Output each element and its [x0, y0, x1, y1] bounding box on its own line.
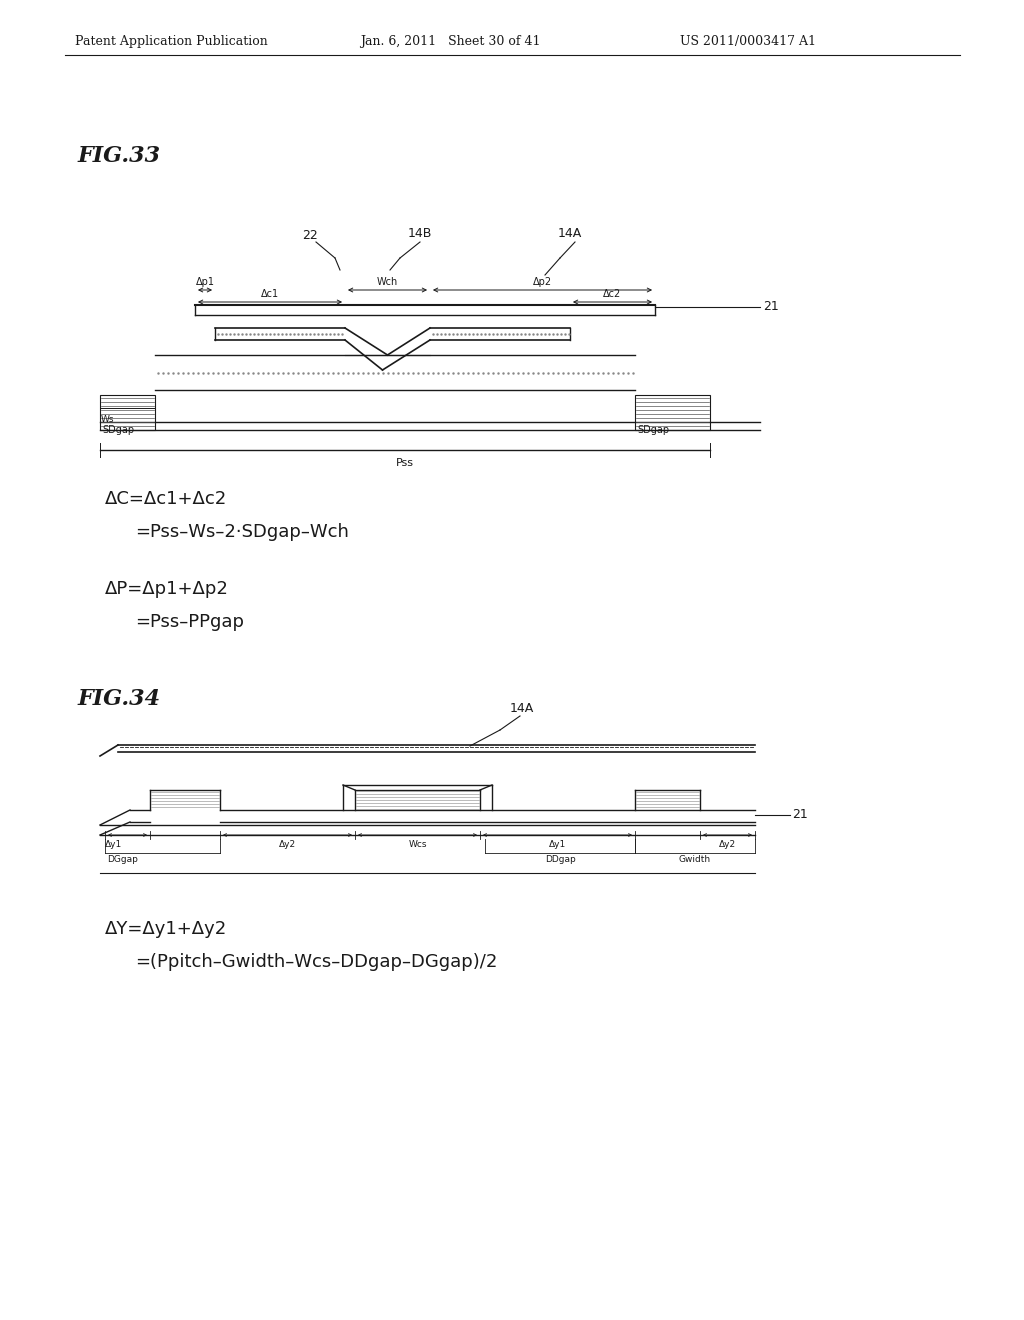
- Text: Gwidth: Gwidth: [679, 855, 711, 865]
- Text: Δc2: Δc2: [603, 289, 622, 300]
- Text: DGgap: DGgap: [106, 855, 138, 865]
- Text: FIG.33: FIG.33: [78, 145, 161, 168]
- Text: 21: 21: [763, 301, 778, 314]
- Text: SDgap: SDgap: [637, 425, 669, 436]
- Text: Δy1: Δy1: [549, 840, 566, 849]
- Text: =(Ppitch–Gwidth–Wcs–DDgap–DGgap)/2: =(Ppitch–Gwidth–Wcs–DDgap–DGgap)/2: [135, 953, 498, 972]
- Text: Δy2: Δy2: [719, 840, 736, 849]
- Text: Δy1: Δy1: [105, 840, 122, 849]
- Text: =Pss–PPgap: =Pss–PPgap: [135, 612, 244, 631]
- Text: 21: 21: [792, 808, 808, 821]
- Text: Δp1: Δp1: [196, 277, 214, 286]
- Text: 14B: 14B: [408, 227, 432, 240]
- Text: Wcs: Wcs: [409, 840, 427, 849]
- Text: Jan. 6, 2011   Sheet 30 of 41: Jan. 6, 2011 Sheet 30 of 41: [360, 36, 541, 49]
- Text: ΔC=Δc1+Δc2: ΔC=Δc1+Δc2: [105, 490, 227, 508]
- Text: Ws: Ws: [101, 414, 115, 424]
- FancyBboxPatch shape: [635, 395, 710, 430]
- Text: DDgap: DDgap: [545, 855, 575, 865]
- Text: 22: 22: [302, 228, 317, 242]
- Text: Patent Application Publication: Patent Application Publication: [75, 36, 267, 49]
- Text: 14A: 14A: [510, 702, 535, 715]
- Text: Wch: Wch: [377, 277, 398, 286]
- Text: Δp2: Δp2: [532, 277, 552, 286]
- Text: US 2011/0003417 A1: US 2011/0003417 A1: [680, 36, 816, 49]
- Text: Pss: Pss: [396, 458, 414, 469]
- Text: SDgap: SDgap: [102, 425, 134, 436]
- Text: Δy2: Δy2: [279, 840, 296, 849]
- Text: 14A: 14A: [558, 227, 582, 240]
- Text: FIG.34: FIG.34: [78, 688, 161, 710]
- Text: ΔY=Δy1+Δy2: ΔY=Δy1+Δy2: [105, 920, 227, 939]
- Text: Δc1: Δc1: [261, 289, 280, 300]
- Text: ΔP=Δp1+Δp2: ΔP=Δp1+Δp2: [105, 579, 229, 598]
- Text: =Pss–Ws–2·SDgap–Wch: =Pss–Ws–2·SDgap–Wch: [135, 523, 349, 541]
- FancyBboxPatch shape: [100, 395, 155, 430]
